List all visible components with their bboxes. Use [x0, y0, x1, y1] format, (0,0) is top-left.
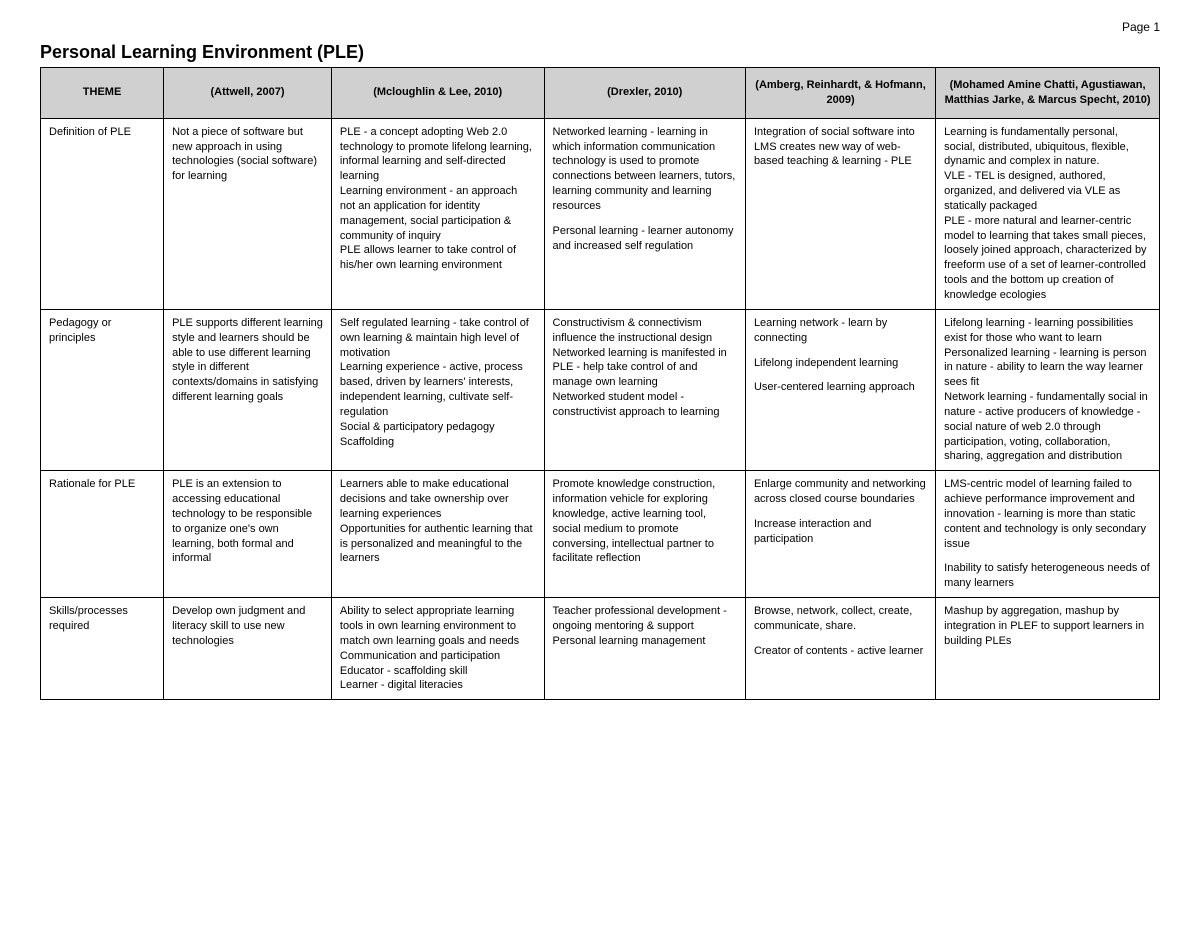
content-cell: Enlarge community and networking across …: [745, 471, 935, 598]
content-cell: Browse, network, collect, create, commun…: [745, 598, 935, 700]
table-row: Rationale for PLEPLE is an extension to …: [41, 471, 1160, 598]
cell-paragraph: User-centered learning approach: [754, 380, 927, 395]
cell-paragraph: PLE - a concept adopting Web 2.0 technol…: [340, 125, 536, 273]
content-cell: Learning network - learn by connecting Li…: [745, 309, 935, 470]
content-cell: Learners able to make educational decisi…: [331, 471, 544, 598]
table-row: Definition of PLENot a piece of software…: [41, 118, 1160, 309]
cell-paragraph: Integration of social software into LMS …: [754, 125, 927, 170]
theme-cell: Rationale for PLE: [41, 471, 164, 598]
cell-paragraph: Not a piece of software but new approach…: [172, 125, 323, 184]
col-header-attwell: (Attwell, 2007): [164, 68, 332, 119]
cell-paragraph: Creator of contents - active learner: [754, 644, 927, 659]
cell-paragraph: Learning is fundamentally personal, soci…: [944, 125, 1151, 303]
cell-paragraph: LMS-centric model of learning failed to …: [944, 477, 1151, 551]
cell-paragraph: Learning network - learn by connecting: [754, 316, 927, 346]
cell-paragraph: Learners able to make educational decisi…: [340, 477, 536, 566]
theme-cell: Pedagogy or principles: [41, 309, 164, 470]
content-cell: Not a piece of software but new approach…: [164, 118, 332, 309]
cell-paragraph: Enlarge community and networking across …: [754, 477, 927, 507]
col-header-chatti: (Mohamed Amine Chatti, Agustiawan, Matth…: [936, 68, 1160, 119]
table-row: Pedagogy or principlesPLE supports diffe…: [41, 309, 1160, 470]
content-cell: Learning is fundamentally personal, soci…: [936, 118, 1160, 309]
content-cell: PLE is an extension to accessing educati…: [164, 471, 332, 598]
table-row: Skills/processes requiredDevelop own jud…: [41, 598, 1160, 700]
cell-paragraph: Networked learning - learning in which i…: [553, 125, 737, 214]
content-cell: Develop own judgment and literacy skill …: [164, 598, 332, 700]
cell-paragraph: Mashup by aggregation, mashup by integra…: [944, 604, 1151, 649]
cell-paragraph: Increase interaction and participation: [754, 517, 927, 547]
col-header-drexler: (Drexler, 2010): [544, 68, 745, 119]
ple-comparison-table: THEME (Attwell, 2007) (Mcloughlin & Lee,…: [40, 67, 1160, 700]
content-cell: Constructivism & connectivism influence …: [544, 309, 745, 470]
page-title: Personal Learning Environment (PLE): [40, 42, 1160, 63]
cell-paragraph: Promote knowledge construction, informat…: [553, 477, 737, 566]
cell-paragraph: Ability to select appropriate learning t…: [340, 604, 536, 693]
content-cell: Integration of social software into LMS …: [745, 118, 935, 309]
content-cell: Teacher professional development -ongoin…: [544, 598, 745, 700]
table-header-row: THEME (Attwell, 2007) (Mcloughlin & Lee,…: [41, 68, 1160, 119]
cell-paragraph: Develop own judgment and literacy skill …: [172, 604, 323, 649]
page-number: Page 1: [40, 20, 1160, 34]
cell-paragraph: Self regulated learning - take control o…: [340, 316, 536, 450]
col-header-theme: THEME: [41, 68, 164, 119]
cell-paragraph: Lifelong learning - learning possibiliti…: [944, 316, 1151, 464]
cell-paragraph: Lifelong independent learning: [754, 356, 927, 371]
cell-paragraph: PLE is an extension to accessing educati…: [172, 477, 323, 566]
cell-paragraph: Browse, network, collect, create, commun…: [754, 604, 927, 634]
content-cell: PLE supports different learning style an…: [164, 309, 332, 470]
theme-cell: Definition of PLE: [41, 118, 164, 309]
cell-paragraph: Personal learning - learner autonomy and…: [553, 224, 737, 254]
content-cell: Networked learning - learning in which i…: [544, 118, 745, 309]
cell-paragraph: PLE supports different learning style an…: [172, 316, 323, 405]
cell-paragraph: Inability to satisfy heterogeneous needs…: [944, 561, 1151, 591]
content-cell: Mashup by aggregation, mashup by integra…: [936, 598, 1160, 700]
cell-paragraph: Constructivism & connectivism influence …: [553, 316, 737, 420]
col-header-mcloughlin: (Mcloughlin & Lee, 2010): [331, 68, 544, 119]
content-cell: LMS-centric model of learning failed to …: [936, 471, 1160, 598]
content-cell: PLE - a concept adopting Web 2.0 technol…: [331, 118, 544, 309]
theme-cell: Skills/processes required: [41, 598, 164, 700]
content-cell: Promote knowledge construction, informat…: [544, 471, 745, 598]
content-cell: Ability to select appropriate learning t…: [331, 598, 544, 700]
content-cell: Lifelong learning - learning possibiliti…: [936, 309, 1160, 470]
content-cell: Self regulated learning - take control o…: [331, 309, 544, 470]
cell-paragraph: Teacher professional development -ongoin…: [553, 604, 737, 649]
col-header-amberg: (Amberg, Reinhardt, & Hofmann, 2009): [745, 68, 935, 119]
